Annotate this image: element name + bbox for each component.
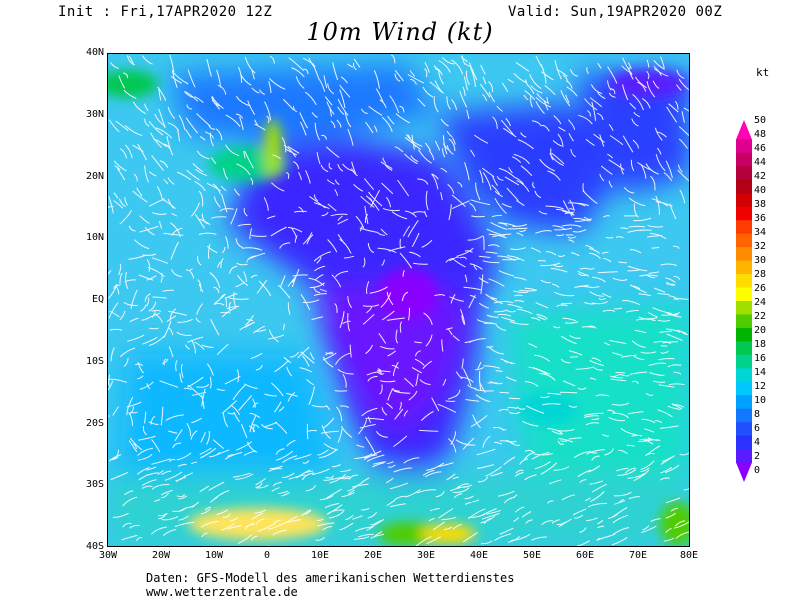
valid-time: Valid: Sun,19APR2020 00Z — [508, 4, 723, 20]
color-step — [736, 120, 752, 140]
color-scale-label: 36 — [754, 213, 767, 224]
color-step — [736, 274, 752, 289]
color-scale-label: 28 — [754, 269, 767, 280]
color-step — [736, 287, 752, 302]
color-scale-label: 8 — [754, 409, 761, 420]
wind-map — [107, 53, 690, 547]
lat-label: 40S — [85, 541, 104, 552]
color-step — [736, 247, 752, 262]
color-scale-label: 20 — [754, 325, 767, 336]
wind-field-canvas — [108, 54, 689, 546]
strong-wind-patches — [108, 70, 689, 546]
lon-label: 10W — [204, 550, 224, 561]
color-step — [736, 449, 752, 464]
source-url: www.wetterzentrale.de — [146, 585, 298, 599]
color-step — [736, 166, 752, 181]
color-scale-label: 24 — [754, 297, 767, 308]
source-credit: Daten: GFS-Modell des amerikanischen Wet… — [146, 571, 515, 585]
lat-label: 40N — [85, 47, 104, 58]
color-step — [736, 354, 752, 369]
color-scale-label: 16 — [754, 353, 767, 364]
color-step — [736, 422, 752, 437]
color-scale-label: 46 — [754, 143, 767, 154]
wind-speed-field — [108, 64, 689, 546]
lon-label: 10E — [310, 550, 330, 561]
color-step — [736, 327, 752, 342]
lon-label: 50E — [522, 550, 542, 561]
lon-label: 20W — [151, 550, 171, 561]
lat-label: 30N — [85, 109, 104, 120]
lon-label: 30E — [416, 550, 436, 561]
color-step — [736, 381, 752, 396]
color-step — [736, 395, 752, 410]
color-scale-label: 32 — [754, 241, 767, 252]
color-scale-label: 0 — [754, 465, 761, 476]
color-step — [736, 314, 752, 329]
lat-label: 30S — [85, 479, 104, 490]
color-step — [736, 206, 752, 221]
color-scale-label: 40 — [754, 185, 767, 196]
color-step — [736, 368, 752, 383]
color-scale-label: 26 — [754, 283, 767, 294]
lon-label: 0 — [263, 550, 271, 561]
color-step — [736, 152, 752, 167]
color-scale-label: 22 — [754, 311, 767, 322]
lat-label: 10S — [85, 356, 104, 367]
color-step — [736, 408, 752, 423]
color-scale-label: 48 — [754, 129, 767, 140]
map-title: 10m Wind (kt) — [306, 18, 494, 46]
lon-label: 30W — [98, 550, 118, 561]
lon-label: 70E — [628, 550, 648, 561]
lon-label: 60E — [575, 550, 595, 561]
lat-label: 20N — [85, 171, 104, 182]
color-step — [736, 220, 752, 235]
color-step — [736, 435, 752, 450]
color-step — [736, 301, 752, 315]
lon-label: 80E — [679, 550, 699, 561]
init-time: Init : Fri,17APR2020 12Z — [58, 4, 273, 20]
color-scale-label: 44 — [754, 157, 767, 168]
color-scale-label: 14 — [754, 367, 767, 378]
color-step — [736, 139, 752, 154]
lat-label: 20S — [85, 418, 104, 429]
color-scale-label: 12 — [754, 381, 767, 392]
color-scale-bar — [736, 120, 752, 482]
lat-label: 10N — [85, 232, 104, 243]
color-step — [736, 462, 752, 482]
color-step — [736, 179, 752, 194]
wind-barbs — [108, 54, 689, 546]
lat-label: EQ — [91, 294, 104, 305]
lon-label: 40E — [469, 550, 489, 561]
color-scale-label: 2 — [754, 451, 761, 462]
lon-label: 20E — [363, 550, 383, 561]
color-scale-label: 50 — [754, 115, 767, 126]
color-step — [736, 341, 752, 356]
color-scale-label: 34 — [754, 227, 767, 238]
color-scale-label: 10 — [754, 395, 767, 406]
color-scale-label: 4 — [754, 437, 761, 448]
color-step — [736, 260, 752, 275]
color-scale-label: 42 — [754, 171, 767, 182]
color-step — [736, 233, 752, 248]
wind-streamlines — [108, 54, 689, 546]
color-scale-label: 18 — [754, 339, 767, 350]
color-scale-label: 30 — [754, 255, 767, 266]
color-scale-label: 38 — [754, 199, 767, 210]
color-step — [736, 193, 752, 208]
legend-unit: kt — [756, 66, 770, 79]
color-scale-label: 6 — [754, 423, 761, 434]
